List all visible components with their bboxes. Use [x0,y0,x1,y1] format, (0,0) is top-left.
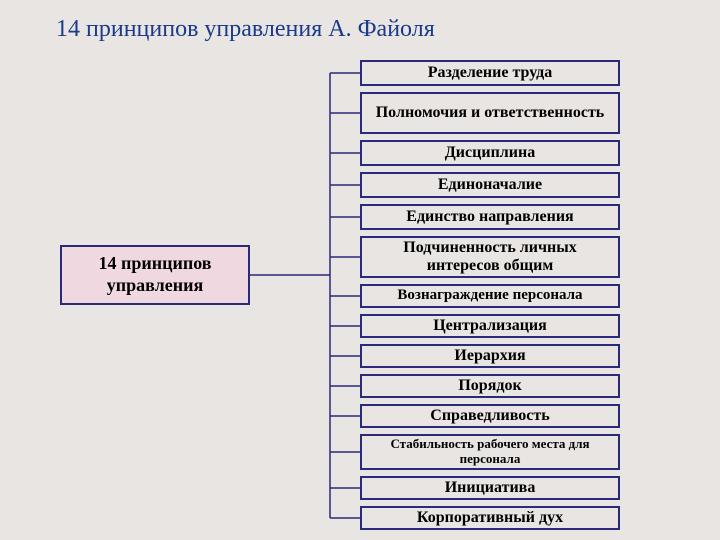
main-box: 14 принципов управления [60,245,250,305]
page-title: 14 принципов управления А. Файоля [56,16,435,43]
items-column: Разделение труда Полномочия и ответственн… [360,60,620,530]
principle-item: Дисциплина [360,140,620,166]
principle-item: Порядок [360,374,620,398]
principle-item: Инициатива [360,476,620,500]
principle-item: Справедливость [360,404,620,428]
principle-item: Централизация [360,314,620,338]
principle-item: Корпоративный дух [360,506,620,530]
principle-item: Разделение труда [360,60,620,86]
principle-item: Вознаграждение персонала [360,284,620,308]
principle-item: Стабильность рабочего места для персонал… [360,434,620,470]
principle-item: Единство направления [360,204,620,230]
principle-item: Единоначалие [360,172,620,198]
principle-item: Подчиненность личных интересов общим [360,236,620,278]
principle-item: Иерархия [360,344,620,368]
principle-item: Полномочия и ответственность [360,92,620,134]
